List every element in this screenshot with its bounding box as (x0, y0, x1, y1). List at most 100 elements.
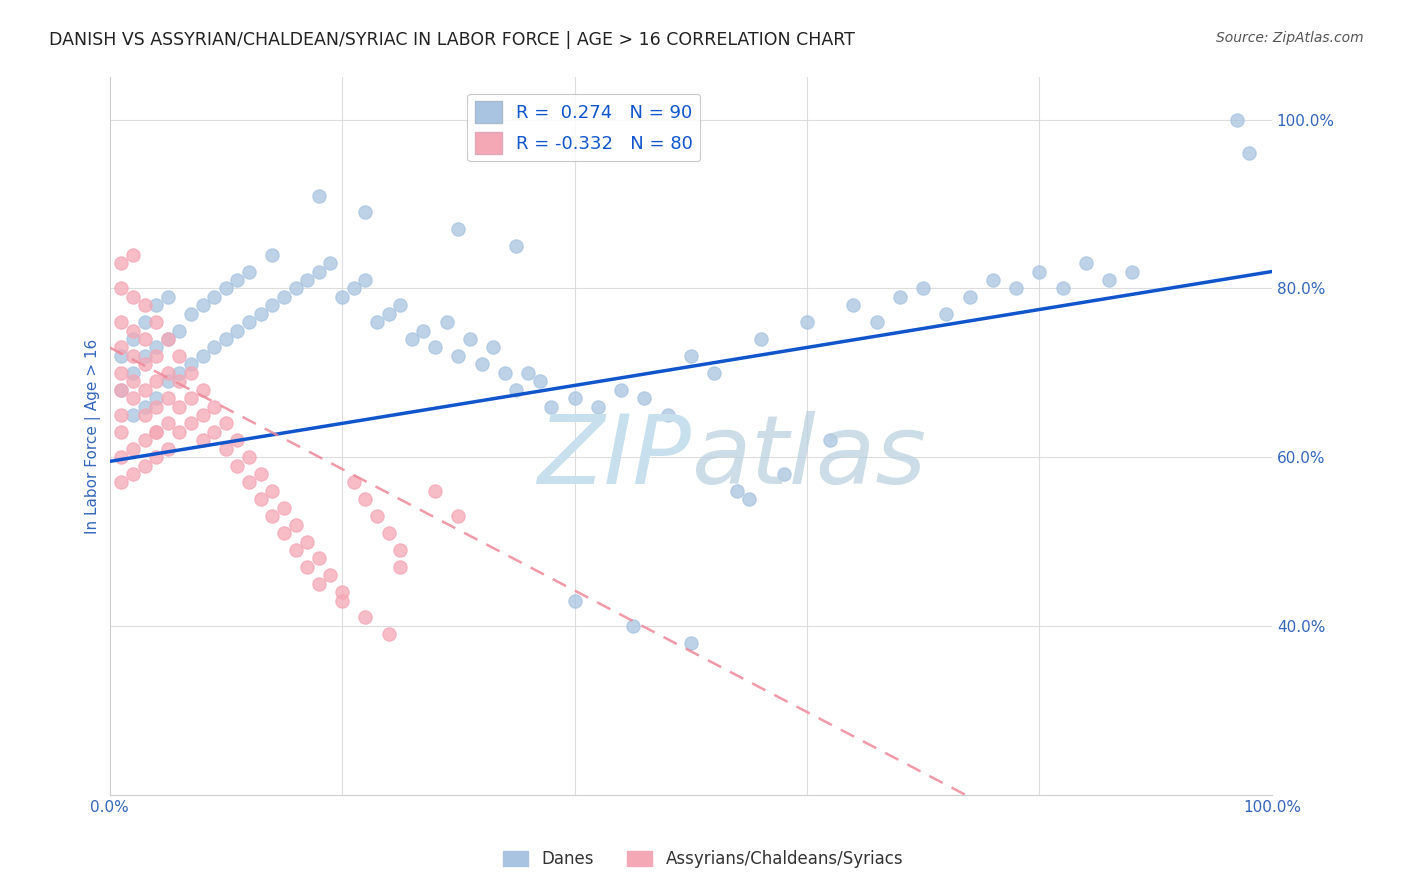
Point (297, 273, 319, 287)
Point (202, 341, 225, 355)
Point (343, 281, 366, 295)
Point (564, 391, 586, 405)
Point (226, 324, 249, 338)
Point (202, 290, 225, 304)
Text: Source: ZipAtlas.com: Source: ZipAtlas.com (1216, 31, 1364, 45)
Point (238, 264, 260, 278)
Point (110, 281, 132, 295)
Point (842, 298, 865, 312)
Text: DANISH VS ASSYRIAN/CHALDEAN/SYRIAC IN LABOR FORCE | AGE > 16 CORRELATION CHART: DANISH VS ASSYRIAN/CHALDEAN/SYRIAC IN LA… (49, 31, 855, 49)
Point (284, 517, 307, 532)
Point (1005, 281, 1028, 295)
Point (145, 315, 167, 329)
Point (169, 425, 191, 439)
Point (156, 442, 179, 456)
Point (262, 509, 284, 524)
Point (1098, 273, 1121, 287)
Point (423, 483, 446, 498)
Point (273, 500, 295, 515)
Point (436, 315, 458, 329)
Point (122, 467, 145, 481)
Point (226, 273, 249, 287)
Point (226, 458, 249, 473)
Point (249, 467, 271, 481)
Point (215, 442, 238, 456)
Point (156, 417, 179, 431)
Point (191, 434, 214, 448)
Point (180, 366, 202, 380)
Point (110, 256, 132, 270)
Point (679, 349, 702, 363)
Point (156, 374, 179, 388)
Point (738, 492, 761, 507)
Point (330, 593, 353, 607)
Point (866, 315, 889, 329)
Point (621, 619, 644, 633)
Point (180, 417, 202, 431)
Point (122, 324, 145, 338)
Point (110, 450, 132, 465)
Point (122, 247, 145, 261)
Point (505, 239, 527, 253)
Point (505, 383, 527, 397)
Point (633, 391, 655, 405)
Point (122, 374, 145, 388)
Point (297, 534, 319, 549)
Point (494, 366, 516, 380)
Point (1237, 146, 1260, 161)
Point (191, 349, 214, 363)
Point (389, 543, 412, 558)
Point (343, 475, 366, 490)
Point (354, 492, 377, 507)
Point (202, 400, 225, 414)
Point (389, 298, 412, 312)
Point (401, 332, 423, 346)
Point (145, 391, 167, 405)
Point (262, 298, 284, 312)
Point (284, 281, 307, 295)
Point (180, 357, 202, 371)
Point (262, 483, 284, 498)
Legend: Danes, Assyrians/Chaldeans/Syriacs: Danes, Assyrians/Chaldeans/Syriacs (496, 844, 910, 875)
Point (156, 332, 179, 346)
Point (110, 349, 132, 363)
Point (180, 307, 202, 321)
Point (273, 290, 295, 304)
Point (134, 332, 156, 346)
Point (191, 298, 214, 312)
Point (145, 425, 167, 439)
Point (1121, 264, 1143, 278)
Point (122, 408, 145, 422)
Point (122, 332, 145, 346)
Point (586, 400, 609, 414)
Point (377, 526, 399, 541)
Point (284, 543, 307, 558)
Point (377, 627, 399, 641)
Point (935, 307, 957, 321)
Point (110, 366, 132, 380)
Point (330, 585, 353, 599)
Point (145, 425, 167, 439)
Point (540, 400, 562, 414)
Point (262, 247, 284, 261)
Point (134, 349, 156, 363)
Point (122, 366, 145, 380)
Point (482, 341, 505, 355)
Point (249, 307, 271, 321)
Point (122, 290, 145, 304)
Point (110, 425, 132, 439)
Point (366, 509, 388, 524)
Point (156, 391, 179, 405)
Point (1226, 112, 1249, 127)
Point (191, 383, 214, 397)
Point (215, 281, 238, 295)
Point (354, 205, 377, 219)
Point (517, 366, 540, 380)
Point (122, 349, 145, 363)
Point (447, 222, 470, 236)
Point (319, 568, 342, 582)
Point (412, 324, 434, 338)
Point (458, 332, 481, 346)
Point (226, 434, 249, 448)
Point (1028, 264, 1050, 278)
